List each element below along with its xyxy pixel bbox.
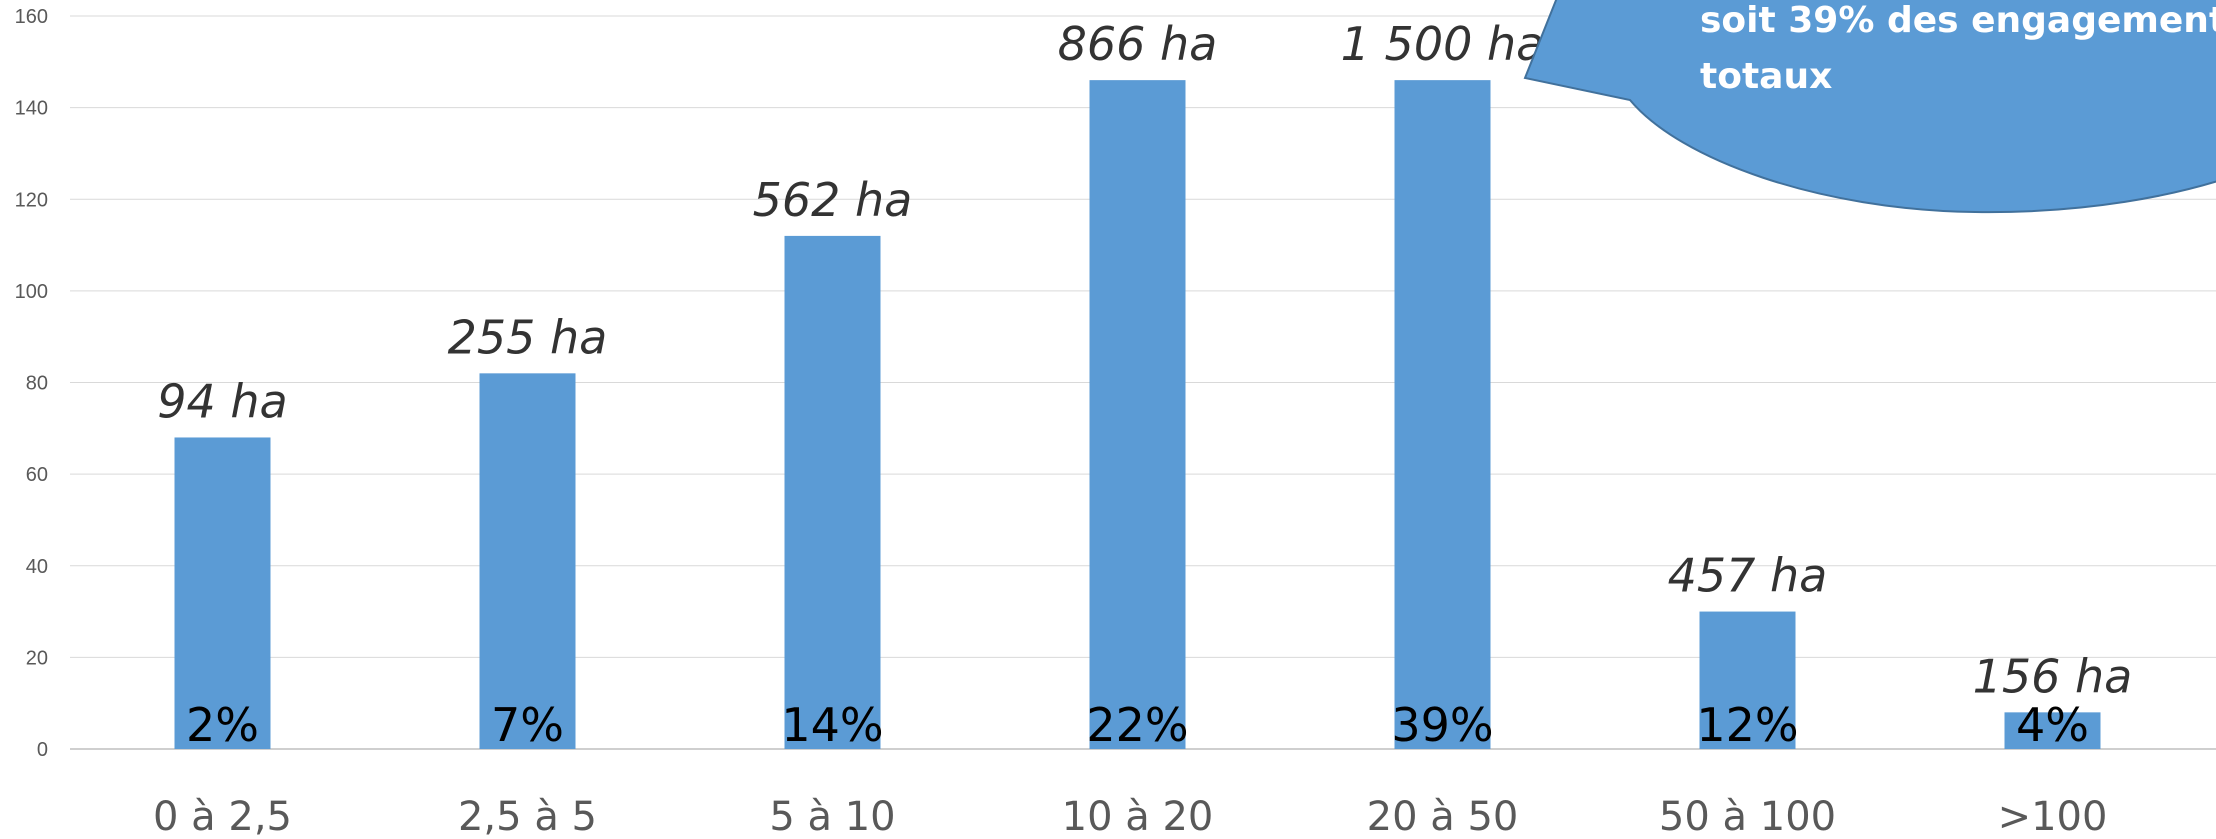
category-label: 2,5 à 5 bbox=[458, 794, 597, 839]
category-label: 50 à 100 bbox=[1659, 794, 1836, 839]
percent-label: 2% bbox=[186, 698, 259, 752]
value-labels: 94 ha 255 ha 562 ha 866 ha 1 500 ha 457 ha 156… bbox=[157, 17, 2132, 703]
bar bbox=[2004, 712, 2101, 749]
y-tick-label: 120 bbox=[15, 189, 48, 211]
percent-labels: 2% 7% 14% 22% 39% 12% 4% bbox=[186, 698, 2089, 752]
y-tick-label: 140 bbox=[15, 98, 48, 120]
y-tick-label: 80 bbox=[26, 373, 48, 395]
percent-label: 22% bbox=[1086, 698, 1188, 752]
value-label: 156 ha bbox=[1973, 649, 2133, 703]
bar bbox=[479, 373, 576, 749]
value-label: 94 ha bbox=[157, 374, 288, 428]
category-label: 20 à 50 bbox=[1367, 794, 1519, 839]
callout-text-line: soit 39% des engagements bbox=[1700, 0, 2216, 41]
bar bbox=[1394, 80, 1491, 749]
category-label: >100 bbox=[1998, 794, 2108, 839]
y-tick-label: 0 bbox=[37, 739, 48, 761]
value-label: 562 ha bbox=[753, 173, 913, 227]
value-label: 1 500 ha bbox=[1341, 17, 1545, 71]
percent-label: 14% bbox=[781, 698, 883, 752]
value-label: 866 ha bbox=[1058, 17, 1218, 71]
category-label: 5 à 10 bbox=[769, 794, 895, 839]
y-tick-label: 40 bbox=[26, 556, 48, 578]
callout-bubble: soit 39% des engagements totaux bbox=[1523, 0, 2216, 214]
value-label: 255 ha bbox=[448, 310, 608, 364]
bar bbox=[784, 235, 881, 749]
y-tick-label: 100 bbox=[15, 281, 48, 303]
value-label: 457 ha bbox=[1668, 549, 1828, 603]
percent-label: 12% bbox=[1696, 698, 1798, 752]
callout-shape bbox=[1523, 0, 2216, 214]
y-tick-label: 60 bbox=[26, 464, 48, 486]
y-tick-label: 160 bbox=[15, 6, 48, 28]
callout-text-line: totaux bbox=[1700, 56, 1832, 97]
y-axis-ticks: 0 20 40 60 80 100 120 140 160 bbox=[15, 6, 48, 761]
bar bbox=[1699, 611, 1796, 749]
bar bbox=[174, 437, 271, 749]
y-tick-label: 20 bbox=[26, 647, 48, 669]
bars bbox=[174, 80, 2101, 749]
bar bbox=[1089, 80, 1186, 749]
percent-label: 4% bbox=[2016, 698, 2089, 752]
percent-label: 7% bbox=[491, 698, 564, 752]
x-axis-categories: 0 à 2,5 2,5 à 5 5 à 10 10 à 20 20 à 50 50 à 1… bbox=[153, 794, 2107, 839]
category-label: 0 à 2,5 bbox=[153, 794, 292, 839]
category-label: 10 à 20 bbox=[1062, 794, 1214, 839]
percent-label: 39% bbox=[1391, 698, 1493, 752]
